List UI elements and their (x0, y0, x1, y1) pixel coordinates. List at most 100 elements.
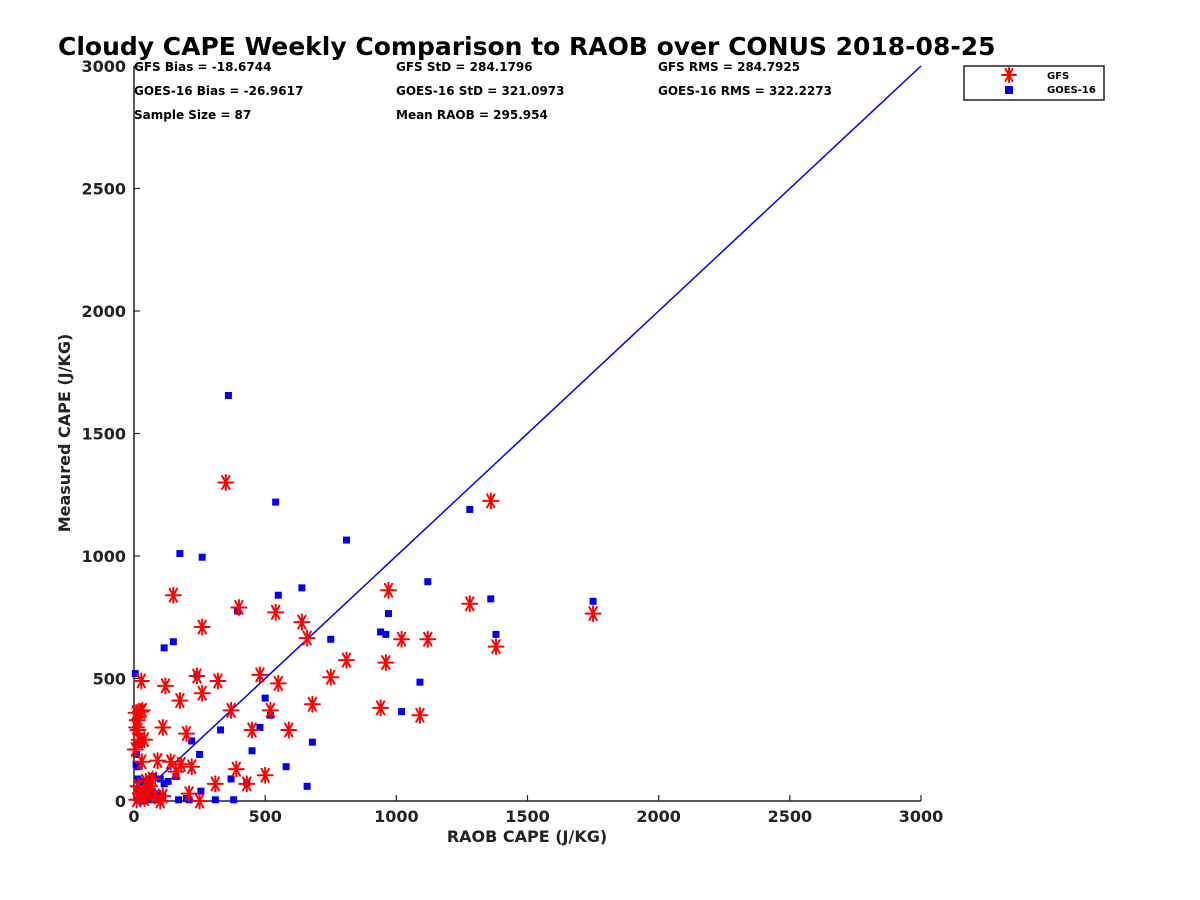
stat-goes-std: GOES-16 StD = 321.0973 (396, 84, 565, 98)
stat-goes-bias: GOES-16 Bias = -26.9617 (134, 84, 303, 98)
goes-16-point (154, 790, 162, 798)
goes-16-point (211, 796, 219, 804)
gfs-point (193, 684, 211, 702)
series-gfs (126, 474, 602, 810)
y-tick-label: 2500 (81, 180, 126, 199)
goes-16-point (272, 498, 280, 506)
gfs-point (149, 752, 167, 770)
y-tick-label: 500 (93, 670, 126, 689)
x-tick-label: 1500 (505, 807, 550, 826)
goes-16-point (198, 553, 206, 561)
x-tick-label: 2500 (768, 807, 813, 826)
legend: GFS GOES-16 (963, 65, 1105, 101)
gfs-point (188, 667, 206, 685)
gfs-point (217, 474, 235, 491)
y-tick-label: 2000 (81, 302, 126, 321)
goes-16-point (398, 708, 406, 716)
gfs-point (379, 581, 397, 599)
goes-16-point (384, 610, 392, 618)
legend-goes-16-square (1005, 86, 1013, 94)
legend-label-goes-16: GOES-16 (1047, 85, 1096, 96)
goes-16-point (196, 750, 204, 758)
y-tick-label: 1000 (81, 547, 126, 566)
goes-16-point (133, 763, 141, 771)
gfs-point (230, 598, 248, 616)
goes-16-point (217, 726, 225, 734)
stat-gfs-bias: GFS Bias = -18.6744 (134, 60, 271, 74)
goes-16-point (282, 763, 290, 771)
gfs-point (411, 706, 429, 724)
gfs-point (209, 672, 227, 690)
gfs-point (261, 701, 279, 719)
gfs-point (293, 613, 311, 631)
y-ticks: 0 500 1000 1500 2000 2500 3000 (81, 57, 140, 811)
goes-16-point (274, 591, 282, 599)
goes-16-point (248, 747, 256, 755)
stat-gfs-std: GFS StD = 284.1796 (396, 60, 533, 74)
y-axis-label: Measured CAPE (J/KG) (55, 334, 74, 533)
goes-16-point (382, 630, 390, 638)
gfs-point (154, 719, 172, 736)
y-tick-label: 1500 (81, 425, 126, 444)
goes-16-point (197, 787, 205, 795)
gfs-point (482, 492, 500, 510)
gfs-point (419, 630, 437, 648)
gfs-point (372, 699, 390, 717)
gfs-point (143, 770, 161, 788)
x-tick-label: 500 (248, 807, 281, 826)
gfs-point (133, 753, 151, 771)
legend-gfs-marker (1001, 67, 1017, 83)
goes-16-point (160, 780, 168, 788)
goes-16-point (492, 630, 500, 638)
x-tick-label: 3000 (899, 807, 944, 826)
series-goes-16 (131, 392, 597, 805)
x-ticks: 0 500 1000 1500 2000 2500 3000 (128, 795, 943, 826)
gfs-point (393, 630, 411, 648)
stat-sample-size: Sample Size = 87 (134, 108, 251, 122)
legend-label-gfs: GFS (1047, 71, 1069, 82)
gfs-point (128, 791, 146, 809)
gfs-point (243, 721, 261, 739)
y-tick-label: 0 (115, 792, 126, 811)
gfs-point (171, 692, 189, 710)
gfs-point (191, 792, 209, 810)
gfs-point (227, 760, 245, 778)
goes-16-point (416, 678, 424, 686)
goes-16-point (466, 505, 474, 513)
goes-16-point (188, 737, 196, 745)
gfs-point (280, 721, 298, 739)
goes-16-point (303, 782, 311, 790)
goes-16-point (224, 392, 232, 400)
goes-16-point (164, 777, 172, 785)
goes-16-point (424, 578, 432, 586)
stats-block: GFS Bias = -18.6744 GOES-16 Bias = -26.9… (134, 60, 832, 122)
reference-line (133, 65, 922, 802)
gfs-point (377, 654, 395, 672)
stat-gfs-rms: GFS RMS = 284.7925 (658, 60, 800, 74)
goes-16-point (176, 550, 184, 558)
gfs-point (126, 741, 144, 759)
x-tick-label: 1000 (374, 807, 419, 826)
goes-16-point (342, 536, 350, 544)
gfs-point (487, 638, 505, 656)
goes-16-point (377, 628, 385, 636)
gfs-point (206, 775, 224, 793)
x-tick-label: 2000 (636, 807, 681, 826)
legend-goes-16-marker (1005, 86, 1013, 94)
gfs-point (193, 618, 211, 636)
goes-16-point (327, 635, 335, 643)
legend-box (963, 65, 1105, 101)
gfs-point (177, 725, 195, 743)
goes-16-point (487, 595, 495, 603)
stat-goes-rms: GOES-16 RMS = 322.2273 (658, 84, 832, 98)
gfs-point (132, 672, 150, 690)
y-tick-label: 3000 (81, 57, 126, 76)
goes-16-point (230, 796, 238, 804)
x-axis-label: RAOB CAPE (J/KG) (447, 827, 607, 846)
goes-16-point (298, 584, 306, 592)
x-tick-label: 0 (128, 807, 139, 826)
goes-16-point (131, 670, 139, 678)
goes-16-point (227, 775, 235, 783)
gfs-point (269, 674, 287, 692)
goes-16-point (589, 597, 597, 605)
